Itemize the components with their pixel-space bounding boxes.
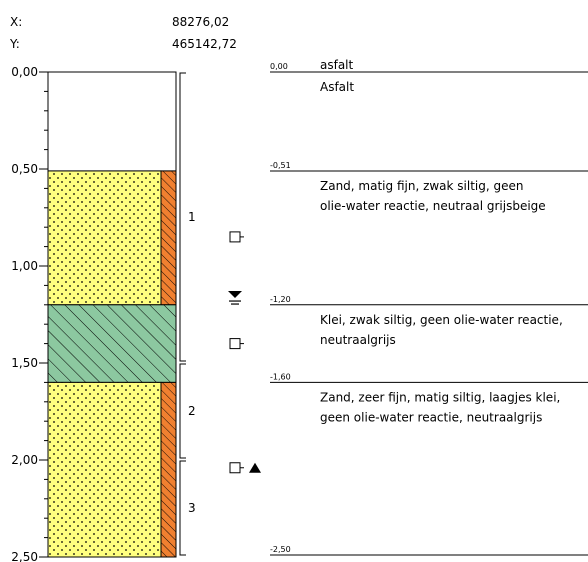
- depth-tick-label: 1,00: [11, 259, 38, 273]
- layer-description-line: Zand, matig fijn, zwak siltig, geen: [320, 179, 524, 193]
- sample-icon: [229, 462, 241, 474]
- depth-tick-label: 0,50: [11, 162, 38, 176]
- layer-depth-label: -0,51: [270, 161, 291, 170]
- triangle-icon: [249, 462, 261, 473]
- layer-descriptions: 0,00 asfalt Asfalt -0,51 Zand, matig fijn, z…: [270, 58, 588, 556]
- layer-description-line: olie-water reactie, neutraal grijsbeige: [320, 199, 546, 213]
- column-outline: [47, 71, 177, 558]
- depth-tick-label: 1,50: [11, 356, 38, 370]
- depth-tick-label: 2,00: [11, 453, 38, 467]
- strip-sand-2: [160, 381, 177, 558]
- sample-icon: [229, 231, 241, 243]
- layer-description-line: Asfalt: [320, 80, 354, 94]
- y-coordinate-value: 465142,72: [172, 37, 237, 51]
- strip-sand-1: [160, 170, 177, 306]
- sample-number: 2: [188, 404, 196, 418]
- y-coordinate-label: Y:: [9, 37, 20, 51]
- sample-bracket: [179, 460, 186, 556]
- sample-bracket: [179, 363, 186, 459]
- layer-sand-2: [47, 381, 162, 558]
- layer-description-line: neutraalgrijs: [320, 333, 396, 347]
- depth-tick-label: 2,50: [11, 550, 38, 562]
- sample-icon: [229, 338, 241, 350]
- layer-title: asfalt: [320, 58, 354, 72]
- layer-depth-label: 0,00: [270, 62, 288, 71]
- bottom-depth-label: -2,50: [270, 545, 291, 554]
- sample-number: 3: [188, 501, 196, 515]
- depth-scale: 0,00 0,50 1,00 1,50 2,00 2,50: [11, 65, 49, 562]
- layer-depth-label: -1,20: [270, 295, 291, 304]
- x-coordinate-value: 88276,02: [172, 15, 229, 29]
- layer-clay: [47, 304, 177, 383]
- soil-column: [47, 71, 177, 558]
- layer-asphalt: [47, 71, 177, 172]
- layer-description-line: Zand, zeer fijn, matig siltig, laagjes k…: [320, 390, 560, 404]
- depth-tick-label: 0,00: [11, 65, 38, 79]
- sample-bracket: [179, 72, 186, 362]
- marker-column: [228, 231, 261, 474]
- layer-description-line: geen olie-water reactie, neutraalgrijs: [320, 410, 542, 424]
- layer-description-line: Klei, zwak siltig, geen olie-water react…: [320, 313, 563, 327]
- layer-depth-label: -1,60: [270, 372, 291, 381]
- sample-number: 1: [188, 210, 196, 224]
- layer-sand-1: [47, 170, 162, 306]
- groundwater-icon: [228, 291, 242, 299]
- x-coordinate-label: X:: [10, 15, 22, 29]
- sample-brackets: 1 2 3: [179, 72, 196, 556]
